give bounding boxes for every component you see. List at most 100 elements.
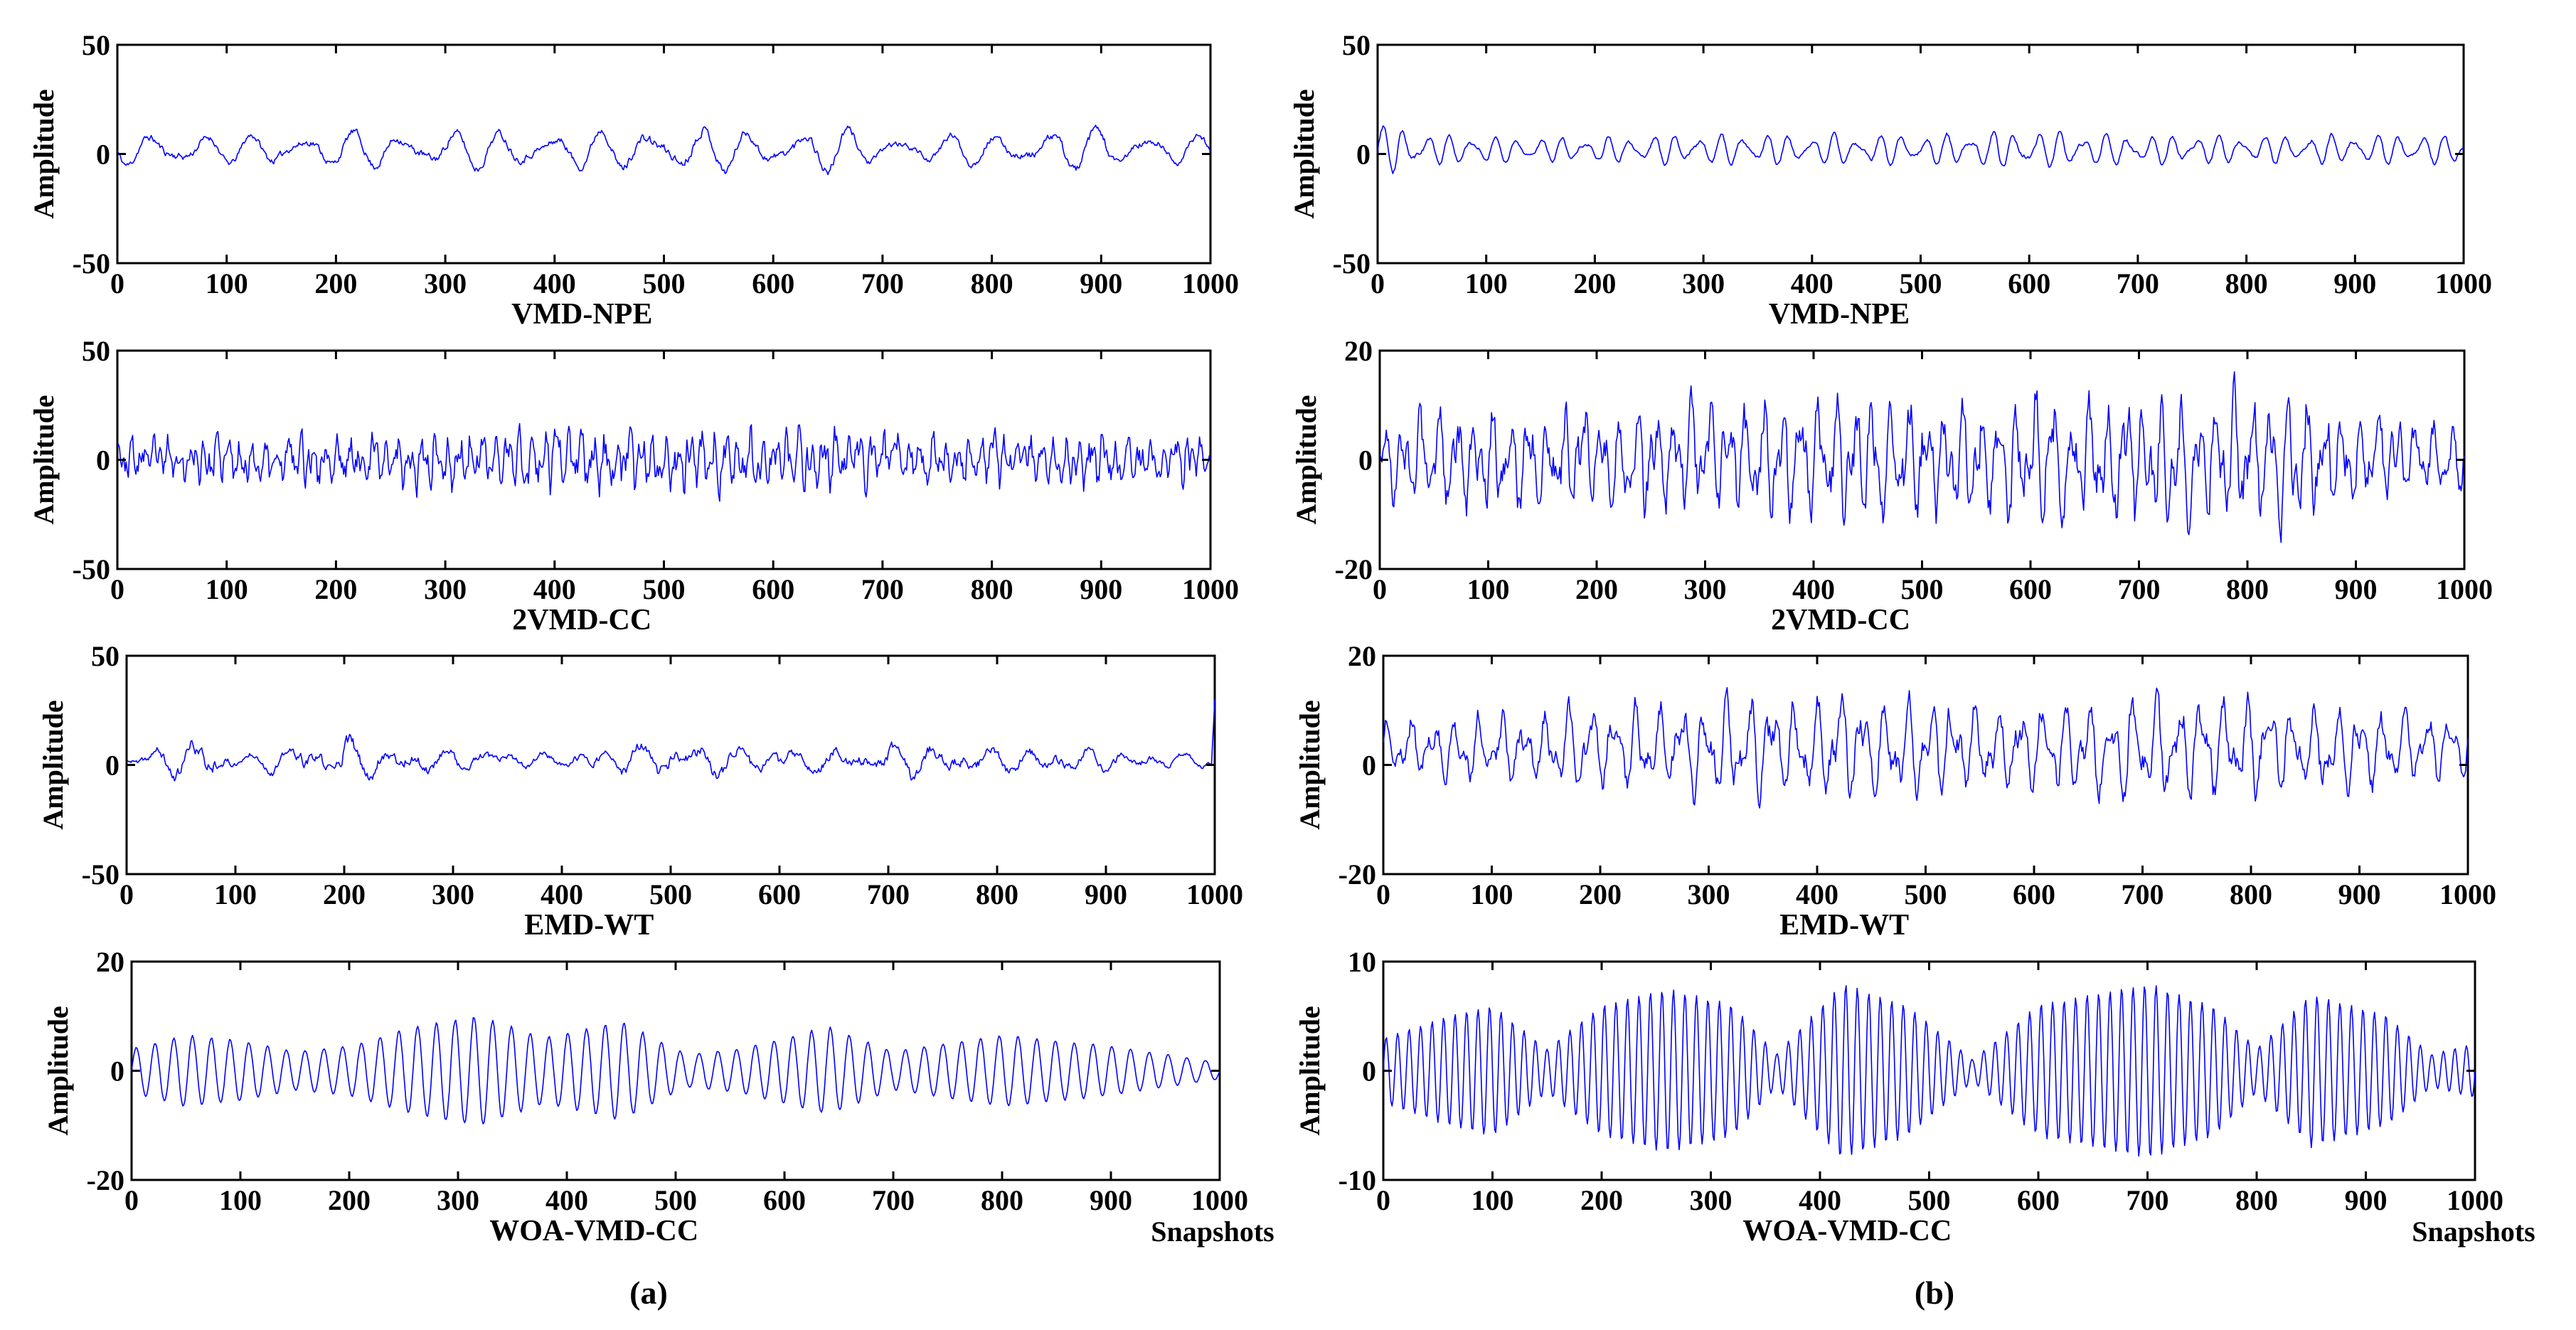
x-tick-label: 300 [424, 573, 467, 605]
x-tick-label: 200 [323, 878, 366, 910]
snapshots-label-b: Snapshots [2412, 1215, 2535, 1247]
x-tick-label: 300 [1690, 1184, 1733, 1216]
x-tick-label: 0 [110, 267, 124, 299]
x-tick-label: 500 [643, 573, 686, 605]
signal-line [131, 1017, 1220, 1124]
y-tick-label: -20 [87, 1164, 124, 1196]
x-tick-label: 900 [1080, 573, 1122, 605]
x-tick-label: 300 [1688, 878, 1730, 910]
y-axis-label: Amplitude [28, 89, 60, 218]
y-tick-label: 50 [1342, 29, 1371, 61]
x-tick-label: 1000 [2436, 573, 2493, 605]
signal-line [1379, 371, 2465, 543]
y-tick-label: 0 [105, 750, 119, 782]
signal-line [117, 422, 1211, 502]
x-tick-label: 300 [1682, 267, 1725, 299]
x-tick-label: 800 [2226, 573, 2269, 605]
x-tick-label: 500 [1900, 267, 1942, 299]
y-tick-label: 0 [1356, 139, 1371, 171]
x-tick-label: 700 [2117, 267, 2159, 299]
chart-caption: WOA-VMD-CC [489, 1215, 698, 1247]
x-tick-label: 500 [643, 267, 686, 299]
x-tick-label: 1000 [2439, 878, 2496, 910]
y-axis-label: Amplitude [1294, 700, 1326, 829]
signal-line [1383, 985, 2476, 1157]
x-tick-label: 100 [206, 573, 248, 605]
y-tick-label: -50 [73, 248, 110, 280]
y-tick-label: -10 [1338, 1164, 1376, 1196]
snapshots-label-a: Snapshots [1151, 1215, 1274, 1247]
x-tick-label: 800 [976, 878, 1018, 910]
plot-frame [1382, 654, 2469, 876]
x-tick-label: 400 [1791, 267, 1833, 299]
x-tick-label: 0 [1376, 1184, 1390, 1216]
y-tick-label: 0 [96, 139, 110, 171]
x-tick-label: 800 [981, 1184, 1023, 1216]
chart-caption: EMD-WT [1779, 909, 1909, 942]
y-tick-label: -50 [73, 553, 110, 585]
chart-caption: EMD-WT [524, 909, 654, 942]
chart-b-woa-vmd-cc: 0 100 200 300 400 500 600 700 800 900 1000100-10Am… [1294, 946, 2503, 1247]
x-tick-label: 300 [432, 878, 474, 910]
chart-a-vmd-npe: 0 100 200 300 400 500 600 700 800 900 1000500-50Am… [28, 29, 1239, 331]
y-tick-label: 0 [96, 445, 110, 477]
x-tick-label: 900 [2345, 1184, 2388, 1216]
signal-line [117, 124, 1211, 176]
y-tick-label: 0 [1358, 445, 1373, 477]
x-tick-label: 200 [1579, 878, 1622, 910]
y-tick-label: 10 [1348, 946, 1376, 978]
x-tick-label: 200 [1573, 267, 1616, 299]
x-tick-label: 1000 [1191, 1184, 1248, 1216]
chart-caption: VMD-NPE [511, 298, 652, 331]
x-tick-label: 400 [545, 1184, 588, 1216]
y-tick-label: -20 [1338, 858, 1376, 890]
x-tick-label: 600 [763, 1184, 806, 1216]
y-axis-label: Amplitude [1294, 1006, 1326, 1135]
chart-caption: WOA-VMD-CC [1742, 1215, 1952, 1247]
panel-label-a: (a) [629, 1275, 668, 1311]
y-tick-label: 50 [82, 29, 110, 61]
chart-b-2vmd-cc: 0 100 200 300 400 500 600 700 800 900 1000200-20Am… [1290, 335, 2493, 637]
x-tick-label: 0 [110, 573, 124, 605]
signal-line [1377, 125, 2464, 174]
x-tick-label: 500 [1901, 573, 1944, 605]
x-tick-label: 900 [2333, 267, 2376, 299]
x-tick-label: 600 [752, 267, 794, 299]
x-tick-label: 900 [1080, 267, 1122, 299]
y-tick-label: -50 [82, 858, 119, 890]
x-tick-label: 100 [214, 878, 257, 910]
x-tick-label: 700 [2127, 1184, 2169, 1216]
x-tick-label: 700 [861, 267, 904, 299]
x-tick-label: 0 [1373, 573, 1387, 605]
x-tick-label: 1000 [1182, 573, 1239, 605]
x-tick-label: 100 [1471, 878, 1513, 910]
y-tick-label: 0 [1362, 750, 1376, 782]
x-tick-label: 400 [533, 573, 576, 605]
x-tick-label: 700 [2122, 878, 2164, 910]
y-tick-label: 20 [1348, 640, 1376, 672]
x-tick-label: 1000 [1186, 878, 1243, 910]
x-tick-label: 600 [752, 573, 794, 605]
x-tick-label: 200 [314, 573, 357, 605]
x-tick-label: 400 [1796, 878, 1838, 910]
x-tick-label: 100 [1467, 573, 1510, 605]
plot-frame [116, 349, 1212, 570]
x-tick-label: 600 [2008, 267, 2050, 299]
chart-a-2vmd-cc: 0 100 200 300 400 500 600 700 800 900 1000500-50Am… [28, 335, 1239, 637]
plots-layer: 0 100 200 300 400 500 600 700 800 900 1000500-50Am… [28, 29, 2503, 1247]
plot-frame [1376, 43, 2465, 265]
chart-a-woa-vmd-cc: 0 100 200 300 400 500 600 700 800 900 1000200-20Am… [42, 946, 1248, 1247]
x-tick-label: 200 [328, 1184, 371, 1216]
plot-frame [125, 654, 1216, 876]
chart-caption: VMD-NPE [1769, 298, 1910, 331]
x-tick-label: 700 [867, 878, 910, 910]
x-tick-label: 800 [2235, 1184, 2278, 1216]
x-tick-label: 800 [971, 267, 1013, 299]
x-tick-label: 100 [1471, 1184, 1514, 1216]
x-tick-label: 700 [2118, 573, 2161, 605]
x-tick-label: 300 [437, 1184, 479, 1216]
x-tick-label: 600 [2009, 573, 2052, 605]
x-tick-label: 200 [1580, 1184, 1623, 1216]
x-tick-label: 0 [119, 878, 134, 910]
x-tick-label: 400 [533, 267, 576, 299]
